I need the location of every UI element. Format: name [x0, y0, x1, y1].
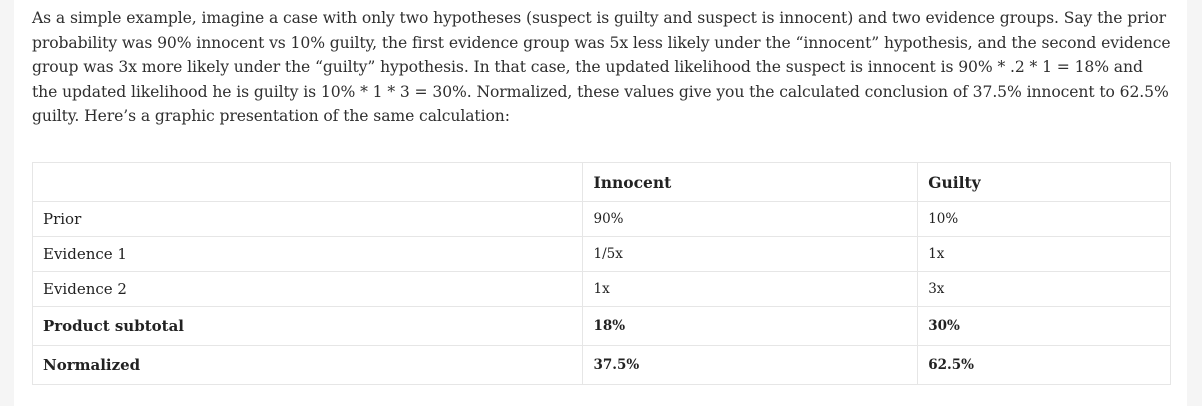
calculation-table: Innocent Guilty Prior 90% 10% Evidence 1…	[31, 162, 1171, 385]
cell-guilty: 30%	[917, 306, 1171, 346]
cell-guilty: 62.5%	[917, 345, 1171, 385]
row-label: Evidence 2	[31, 271, 584, 307]
cell-guilty: 10%	[917, 201, 1171, 237]
header-innocent: Innocent	[582, 162, 919, 202]
article-content: As a simple example, imagine a case with…	[14, 0, 1187, 406]
table-row-product-subtotal: Product subtotal 18% 30%	[31, 306, 1171, 346]
table-header-row: Innocent Guilty	[31, 162, 1171, 202]
cell-innocent: 18%	[582, 306, 919, 346]
table-row-prior: Prior 90% 10%	[31, 201, 1171, 237]
table-row-normalized: Normalized 37.5% 62.5%	[31, 345, 1171, 385]
cell-guilty: 3x	[917, 271, 1171, 307]
row-label: Product subtotal	[31, 306, 584, 346]
row-label: Normalized	[31, 345, 584, 385]
cell-innocent: 37.5%	[582, 345, 919, 385]
cell-innocent: 1/5x	[582, 236, 919, 272]
cell-innocent: 90%	[582, 201, 919, 237]
cell-innocent: 1x	[582, 271, 919, 307]
row-label: Evidence 1	[31, 236, 584, 272]
intro-paragraph: As a simple example, imagine a case with…	[32, 9, 1171, 125]
table-row-evidence-1: Evidence 1 1/5x 1x	[31, 236, 1171, 272]
header-empty-cell	[31, 162, 584, 202]
table-row-evidence-2: Evidence 2 1x 3x	[31, 271, 1171, 307]
row-label: Prior	[31, 201, 584, 237]
header-guilty: Guilty	[917, 162, 1171, 202]
cell-guilty: 1x	[917, 236, 1171, 272]
